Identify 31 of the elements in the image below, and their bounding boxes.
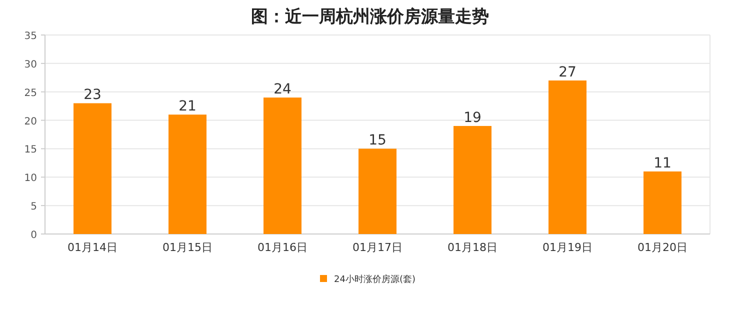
x-tick-label: 01月18日 — [448, 241, 498, 254]
bar — [454, 126, 492, 234]
bar — [644, 171, 682, 234]
y-tick-label: 20 — [24, 116, 37, 128]
data-label: 27 — [558, 64, 576, 80]
chart-title: 图：近一周杭州涨价房源量走势 — [251, 7, 489, 27]
y-tick-label: 30 — [24, 59, 37, 70]
x-tick-label: 01月14日 — [68, 241, 118, 254]
y-tick-label: 15 — [24, 144, 37, 156]
y-tick-label: 5 — [30, 202, 37, 213]
bar — [548, 80, 586, 234]
bar — [168, 114, 206, 234]
x-tick-label: 01月15日 — [162, 241, 212, 254]
y-tick-label: 10 — [24, 173, 37, 184]
data-label: 21 — [178, 98, 196, 115]
y-tick-label: 25 — [24, 88, 37, 99]
x-tick-label: 01月16日 — [258, 241, 308, 254]
y-tick-label: 0 — [30, 230, 37, 241]
x-tick-label: 01月20日 — [638, 241, 688, 254]
bar — [264, 98, 302, 234]
data-label: 24 — [274, 82, 292, 98]
data-label: 23 — [84, 87, 102, 104]
data-label: 15 — [368, 132, 386, 149]
legend-label: 24小时涨价房源(套) — [334, 274, 416, 285]
bar — [358, 148, 396, 234]
x-tick-label: 01月17日 — [352, 241, 402, 254]
data-label: 19 — [464, 110, 482, 126]
bar — [74, 103, 112, 234]
data-label: 11 — [654, 155, 672, 172]
x-tick-label: 01月19日 — [542, 241, 592, 254]
y-tick-label: 35 — [24, 31, 37, 42]
